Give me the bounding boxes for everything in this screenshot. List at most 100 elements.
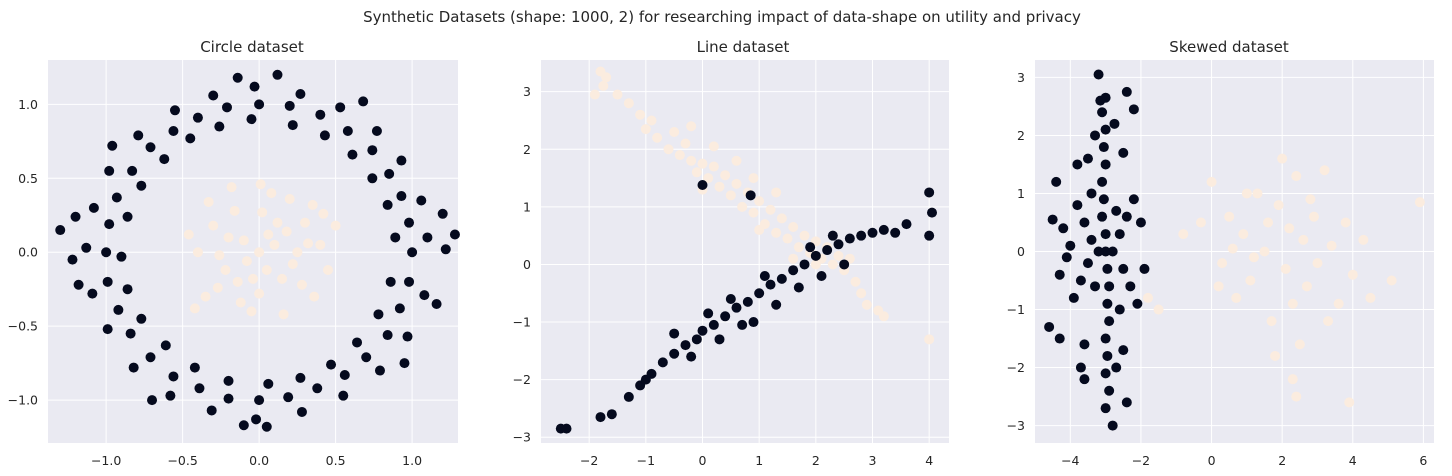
circle-scatter-point [122,284,133,295]
skewed-scatter-point [1100,159,1111,170]
line-x-tick-label: 1 [755,453,763,468]
circle-scatter-point [122,211,133,222]
circle-scatter-point [246,306,257,317]
skewed-scatter-point [1142,292,1153,303]
circle-scatter-point [127,165,138,176]
circle-scatter-point [189,303,200,314]
circle-scatter-point [255,179,266,190]
skewed-scatter-point [1227,243,1238,254]
line-scatter-point [765,279,776,290]
line-scatter-point [856,230,867,241]
circle-scatter-point [67,254,78,265]
circle-scatter-point [235,297,246,308]
circle-scatter-point [419,290,430,301]
circle-scatter-point [223,375,234,386]
circle-scatter-point [382,199,393,210]
line-y-tick-label: 3 [523,84,531,99]
line-scatter-point [669,348,680,359]
line-scatter-point [793,282,804,293]
skewed-scatter-point [1340,217,1351,228]
line-scatter-point [623,391,634,402]
skewed-scatter-point [1284,223,1295,234]
skewed-scatter-point [1093,69,1104,80]
line-scatter-point [725,294,736,305]
line-scatter-point [601,72,612,83]
skewed-x-tick-label: 2 [1278,453,1286,468]
circle-scatter-point [257,207,268,218]
skewed-scatter-point [1224,211,1235,222]
skewed-scatter-point [1125,281,1136,292]
line-scatter-point [703,308,714,319]
skewed-scatter-point [1294,339,1305,350]
line-x-tick-label: 3 [869,453,877,468]
circle-scatter-point [315,239,326,250]
line-y-tick-label: 1 [523,199,531,214]
skewed-scatter-point [1259,246,1270,257]
skewed-scatter-point [1291,171,1302,182]
circle-scatter-point [194,383,205,394]
circle-scatter-point [104,219,115,230]
circle-scatter-point [390,232,401,243]
circle-scatter-point [229,205,240,216]
skewed-scatter-point [1266,316,1277,327]
circle-scatter-point [431,298,442,309]
circle-scatter-point [254,247,265,258]
circle-dataset-title: Circle dataset [200,38,304,56]
skewed-scatter-point [1118,147,1129,158]
circle-scatter-point [136,180,147,191]
circle-scatter-point [266,188,277,199]
circle-scatter-point [214,121,225,132]
circle-scatter-point [214,250,225,261]
skewed-scatter-point [1102,298,1113,309]
circle-scatter-point [101,247,112,258]
line-scatter-point [697,179,708,190]
circle-scatter-point [296,406,307,417]
line-scatter-point [748,317,759,328]
skewed-y-tick-label: 0 [1017,244,1025,259]
circle-scatter-point [416,195,427,206]
circle-scatter-point [254,288,265,299]
circle-scatter-point [437,208,448,219]
circle-scatter-point [203,196,214,207]
line-scatter-point [714,181,725,192]
skewed-scatter-point [1047,214,1058,225]
circle-scatter-point [223,232,234,243]
line-x-tick-label: −1 [637,453,655,468]
circle-scatter-point [238,420,249,431]
skewed-scatter-point [1075,275,1086,286]
line-dataset-panel: Line dataset −2 −1 0 1 2 3 4 −3 −2 −1 0 1 2 3 [513,38,949,468]
circle-scatter-point [339,369,350,380]
skewed-scatter-point [1277,153,1288,164]
line-scatter-point [612,89,623,100]
line-scatter-point [697,158,708,169]
circle-x-tick-label: 1.0 [402,453,422,468]
skewed-scatter-point [1312,258,1323,269]
line-scatter-point [748,207,759,218]
skewed-y-tick-label: −3 [1007,418,1025,433]
circle-scatter-point [404,217,415,228]
skewed-dataset-title: Skewed dataset [1169,38,1289,56]
line-scatter-point [788,253,799,264]
circle-scatter-point [116,251,127,262]
circle-x-tick-label: 0.0 [249,453,269,468]
line-scatter-point [731,155,742,166]
line-scatter-point [788,222,799,233]
circle-scatter-point [315,109,326,120]
circle-scatter-point [335,102,346,113]
skewed-scatter-point [1100,333,1111,344]
line-x-tick-label: 2 [812,453,820,468]
skewed-scatter-point [1326,240,1337,251]
skewed-scatter-point [1333,298,1344,309]
skewed-scatter-point [1111,205,1122,216]
line-scatter-point [680,138,691,149]
skewed-scatter-point [1217,258,1228,269]
circle-scatter-point [373,309,384,320]
skewed-x-tick-label: 4 [1349,453,1357,468]
skewed-scatter-point [1344,397,1355,408]
circle-scatter-point [278,309,289,320]
line-scatter-point [635,109,646,120]
circle-scatter-point [104,165,115,176]
line-scatter-point [589,89,600,100]
skewed-scatter-point [1118,263,1129,274]
circle-scatter-point [295,89,306,100]
